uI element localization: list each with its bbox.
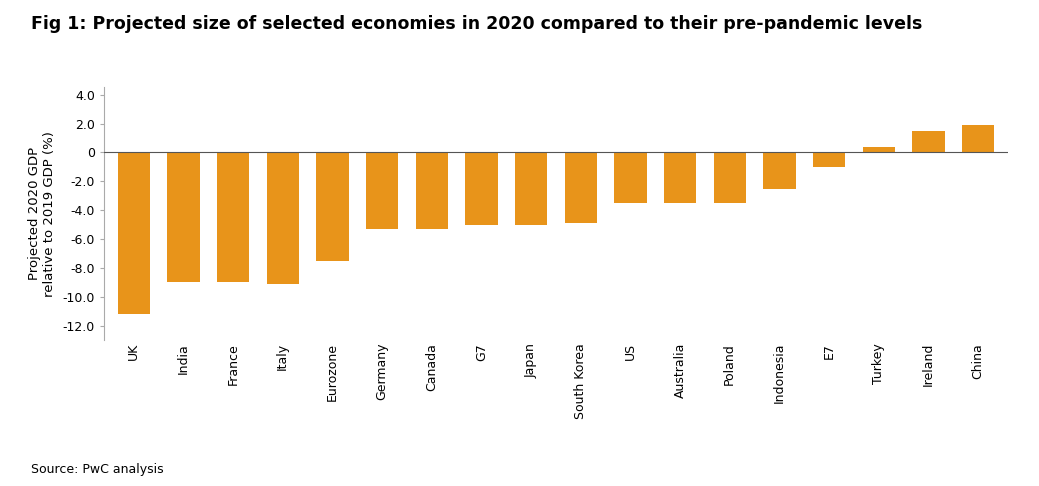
- Bar: [912, 131, 944, 153]
- Bar: [217, 153, 249, 282]
- Bar: [812, 153, 845, 167]
- Bar: [117, 153, 150, 314]
- Bar: [366, 153, 398, 229]
- Bar: [962, 125, 994, 153]
- Bar: [465, 153, 498, 225]
- Bar: [862, 147, 895, 153]
- Bar: [614, 153, 646, 203]
- Bar: [267, 153, 299, 284]
- Bar: [515, 153, 548, 225]
- Bar: [316, 153, 348, 261]
- Bar: [764, 153, 796, 189]
- Text: Source: PwC analysis: Source: PwC analysis: [31, 463, 164, 476]
- Bar: [167, 153, 199, 282]
- Bar: [564, 153, 596, 223]
- Bar: [664, 153, 696, 203]
- Bar: [416, 153, 448, 229]
- Text: Fig 1: Projected size of selected economies in 2020 compared to their pre-pandem: Fig 1: Projected size of selected econom…: [31, 15, 923, 33]
- Y-axis label: Projected 2020 GDP
relative to 2019 GDP (%): Projected 2020 GDP relative to 2019 GDP …: [28, 131, 55, 297]
- Bar: [714, 153, 746, 203]
